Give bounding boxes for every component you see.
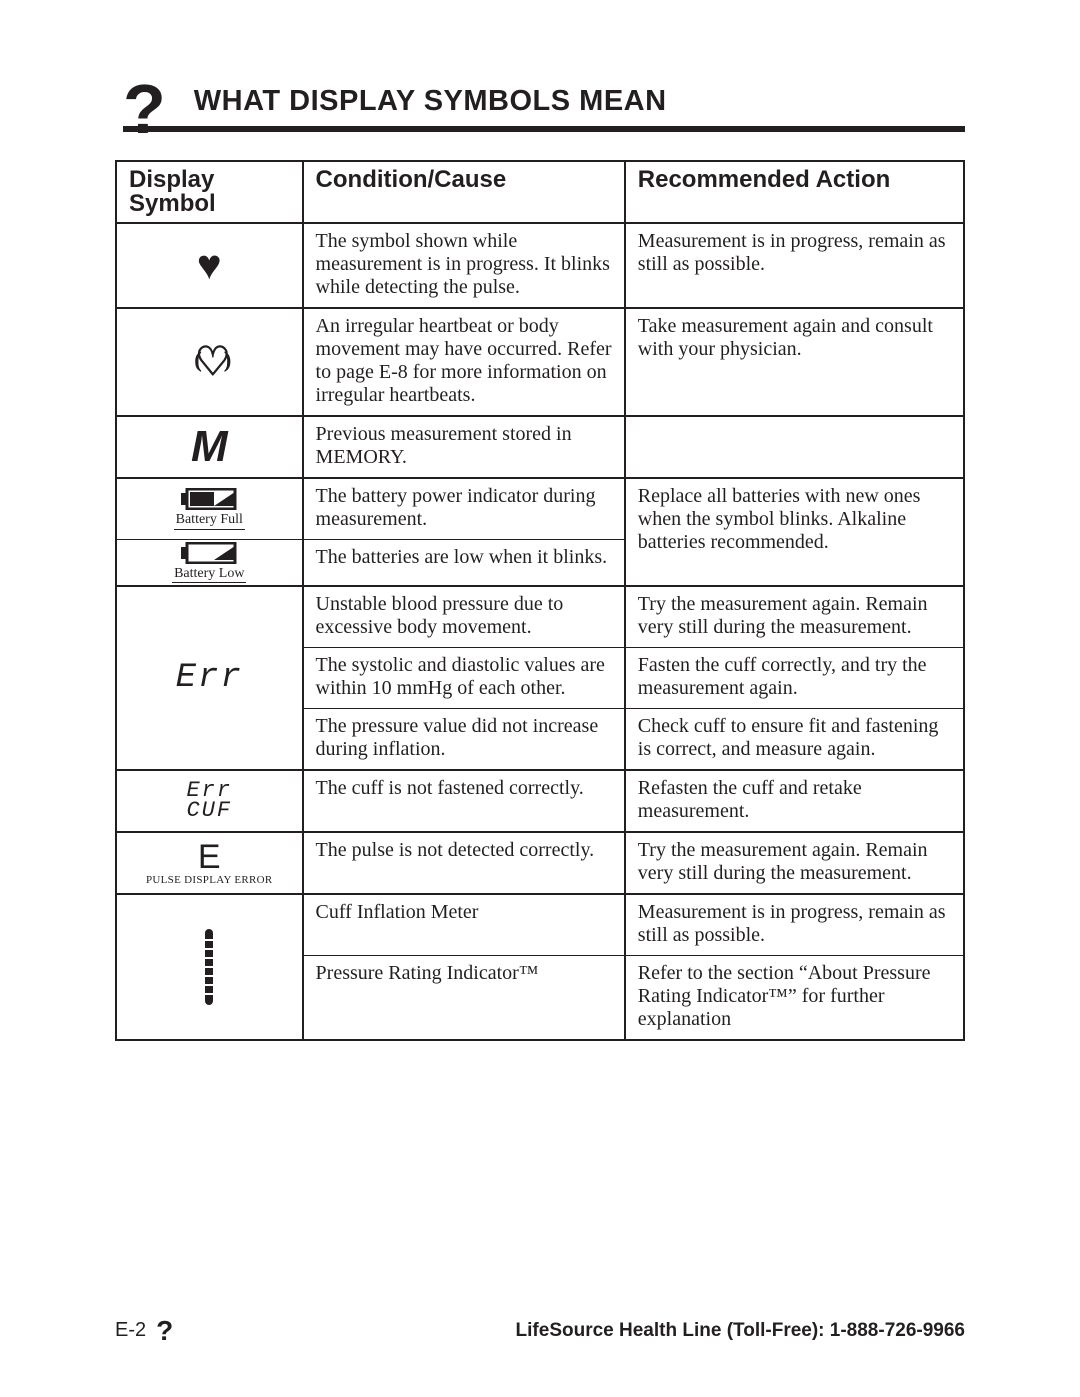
cell-action: Refer to the section “About Pressure Rat…	[625, 956, 964, 1041]
cell-cause: The cuff is not fastened correctly.	[303, 770, 625, 832]
table-row: ((♡)) An irregular heartbeat or body mov…	[116, 308, 964, 416]
cell-action: Take measurement again and consult with …	[625, 308, 964, 416]
symbols-table: Display Symbol Condition/Cause Recommend…	[115, 160, 965, 1041]
err-icon: Err	[176, 659, 243, 697]
symbol-pulse-error: E PULSE DISPLAY ERROR	[116, 832, 303, 894]
table-row: M Previous measurement stored in MEMORY.	[116, 416, 964, 478]
table-row: Cuff Inflation Meter Measurement is in p…	[116, 894, 964, 956]
symbol-heart: ♥	[116, 223, 303, 308]
meter-icon	[121, 929, 298, 1005]
page-header: ? WHAT DISPLAY SYMBOLS MEAN	[123, 85, 965, 132]
cell-action: Try the measurement again. Remain very s…	[625, 832, 964, 894]
memory-m-icon: M	[191, 422, 228, 471]
question-mark-icon: ?	[123, 88, 166, 130]
cell-action: Refasten the cuff and retake measurement…	[625, 770, 964, 832]
heart-icon: ♥	[197, 243, 222, 289]
battery-full-label: Battery Full	[174, 512, 245, 529]
symbol-battery-low: Battery Low	[116, 540, 303, 587]
page-title: WHAT DISPLAY SYMBOLS MEAN	[194, 85, 667, 118]
err-cuf-icon: ErrCUF	[121, 781, 298, 821]
cell-action: Try the measurement again. Remain very s…	[625, 586, 964, 648]
cell-cause: Cuff Inflation Meter	[303, 894, 625, 956]
page-number: E-2	[115, 1319, 146, 1342]
cell-cause: Previous measurement stored in MEMORY.	[303, 416, 625, 478]
cell-action	[625, 416, 964, 478]
question-mark-small-icon: ?	[156, 1321, 173, 1341]
table-row: Err Unstable blood pressure due to exces…	[116, 586, 964, 648]
col-action: Recommended Action	[625, 161, 964, 223]
cell-cause: The systolic and diastolic values are wi…	[303, 648, 625, 709]
cell-cause: An irregular heartbeat or body movement …	[303, 308, 625, 416]
cell-cause: Unstable blood pressure due to excessive…	[303, 586, 625, 648]
pulse-error-sub: PULSE DISPLAY ERROR	[121, 874, 298, 887]
symbol-memory: M	[116, 416, 303, 478]
footer-text: LifeSource Health Line (Toll-Free): 1-88…	[516, 1320, 965, 1342]
symbol-battery-full: Battery Full	[116, 478, 303, 540]
battery-full-icon	[181, 488, 237, 510]
table-row: ErrCUF The cuff is not fastened correctl…	[116, 770, 964, 832]
cell-action: Measurement is in progress, remain as st…	[625, 894, 964, 956]
table-row: E PULSE DISPLAY ERROR The pulse is not d…	[116, 832, 964, 894]
cell-cause: The pulse is not detected correctly.	[303, 832, 625, 894]
cell-cause: The pressure value did not increase duri…	[303, 709, 625, 771]
cell-action: Check cuff to ensure fit and fastening i…	[625, 709, 964, 771]
symbol-irregular-heartbeat: ((♡))	[116, 308, 303, 416]
battery-low-label: Battery Low	[172, 566, 246, 583]
cell-cause: The battery power indicator during measu…	[303, 478, 625, 540]
table-row: Battery Full The battery power indicator…	[116, 478, 964, 540]
page-footer: E-2 ? LifeSource Health Line (Toll-Free)…	[115, 1319, 965, 1342]
cell-cause: Pressure Rating Indicator™	[303, 956, 625, 1041]
cell-cause: The batteries are low when it blinks.	[303, 540, 625, 587]
cell-cause: The symbol shown while measurement is in…	[303, 223, 625, 308]
cell-action: Replace all batteries with new ones when…	[625, 478, 964, 586]
symbol-meter	[116, 894, 303, 1040]
col-condition: Condition/Cause	[303, 161, 625, 223]
irregular-heartbeat-icon: ((♡))	[194, 347, 224, 372]
symbol-err-cuf: ErrCUF	[116, 770, 303, 832]
battery-low-icon	[181, 542, 237, 564]
pulse-error-icon: E	[121, 840, 298, 874]
cell-action: Measurement is in progress, remain as st…	[625, 223, 964, 308]
symbol-err: Err	[116, 586, 303, 770]
table-header-row: Display Symbol Condition/Cause Recommend…	[116, 161, 964, 223]
col-display-symbol: Display Symbol	[116, 161, 303, 223]
table-row: ♥ The symbol shown while measurement is …	[116, 223, 964, 308]
cell-action: Fasten the cuff correctly, and try the m…	[625, 648, 964, 709]
